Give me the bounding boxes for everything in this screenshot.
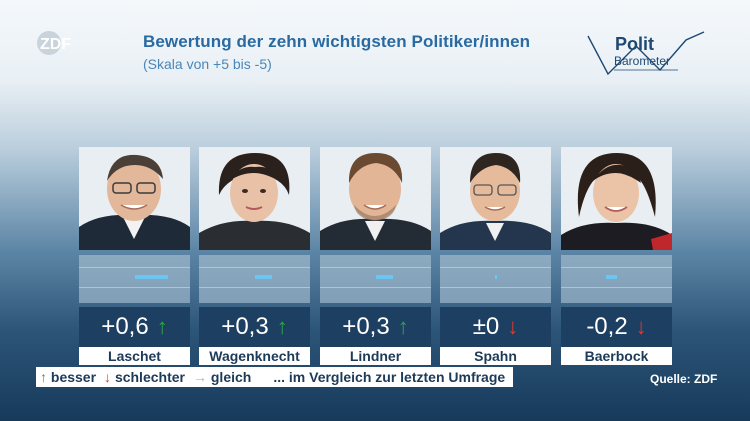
portrait-spahn <box>440 147 551 250</box>
legend-up-arrow-icon: ↑ <box>40 369 47 385</box>
score-bar-track <box>561 255 672 303</box>
legend: ↑ besser ↓ schlechter → gleich ... im Ve… <box>36 367 514 387</box>
politician-card-lindner: +0,3 ↑ Lindner <box>320 147 431 365</box>
score-bar <box>605 275 617 279</box>
score-box: +0,6 ↑ <box>79 307 190 347</box>
page-subtitle: (Skala von +5 bis -5) <box>143 56 272 72</box>
score-value: +0,3 <box>342 313 390 340</box>
politician-card-baerbock: -0,2 ↓ Baerbock <box>561 147 672 365</box>
score-bar-track <box>199 255 310 303</box>
trend-arrow-up-icon: ↑ <box>156 314 168 339</box>
politician-card-wagenknecht: +0,3 ↑ Wagenknecht <box>199 147 310 365</box>
politician-name: Laschet <box>79 347 190 365</box>
legend-down-label: schlechter <box>114 369 185 385</box>
score-box: -0,2 ↓ <box>561 307 672 347</box>
politician-card-laschet: +0,6 ↑ Laschet <box>79 147 190 365</box>
politician-name: Lindner <box>320 347 431 365</box>
trend-arrow-down-icon: ↓ <box>507 314 519 339</box>
score-bar <box>254 275 272 279</box>
politician-card-spahn: ±0 ↓ Spahn <box>440 147 551 365</box>
politician-name: Baerbock <box>561 347 672 365</box>
trend-arrow-up-icon: ↑ <box>276 314 288 339</box>
source-credit: Quelle: ZDF <box>650 372 718 386</box>
legend-same-label: gleich <box>210 369 252 385</box>
score-bar <box>494 275 497 279</box>
politbarometer-logo-icon <box>587 31 705 76</box>
legend-note: ... im Vergleich zur letzten Umfrage <box>273 369 506 385</box>
page-title: Bewertung der zehn wichtigsten Politiker… <box>143 32 531 51</box>
score-bar <box>134 275 168 279</box>
legend-same-arrow-icon: → <box>192 369 207 385</box>
politician-name: Wagenknecht <box>199 347 310 365</box>
score-box: +0,3 ↑ <box>320 307 431 347</box>
score-bar-track <box>79 255 190 303</box>
score-value: ±0 <box>472 313 500 340</box>
portrait-wagenknecht <box>199 147 310 250</box>
portrait-laschet <box>79 147 190 250</box>
score-value: +0,3 <box>221 313 269 340</box>
zdf-logo-icon: ZDF <box>37 31 71 55</box>
politician-name: Spahn <box>440 347 551 365</box>
portrait-lindner <box>320 147 431 250</box>
portrait-baerbock <box>561 147 672 250</box>
politbarometer-logo-line2: Barometer <box>614 54 671 68</box>
score-bar-track <box>320 255 431 303</box>
legend-up-label: besser <box>50 369 97 385</box>
politbarometer-logo-line1: Polit <box>615 34 654 54</box>
legend-down-arrow-icon: ↓ <box>104 369 112 385</box>
score-bar-track <box>440 255 551 303</box>
svg-text:ZDF: ZDF <box>40 36 71 53</box>
trend-arrow-down-icon: ↓ <box>635 314 647 339</box>
trend-arrow-up-icon: ↑ <box>397 314 409 339</box>
score-bar <box>375 275 393 279</box>
score-value: +0,6 <box>101 313 149 340</box>
score-box: +0,3 ↑ <box>199 307 310 347</box>
score-box: ±0 ↓ <box>440 307 551 347</box>
score-value: -0,2 <box>586 313 628 340</box>
